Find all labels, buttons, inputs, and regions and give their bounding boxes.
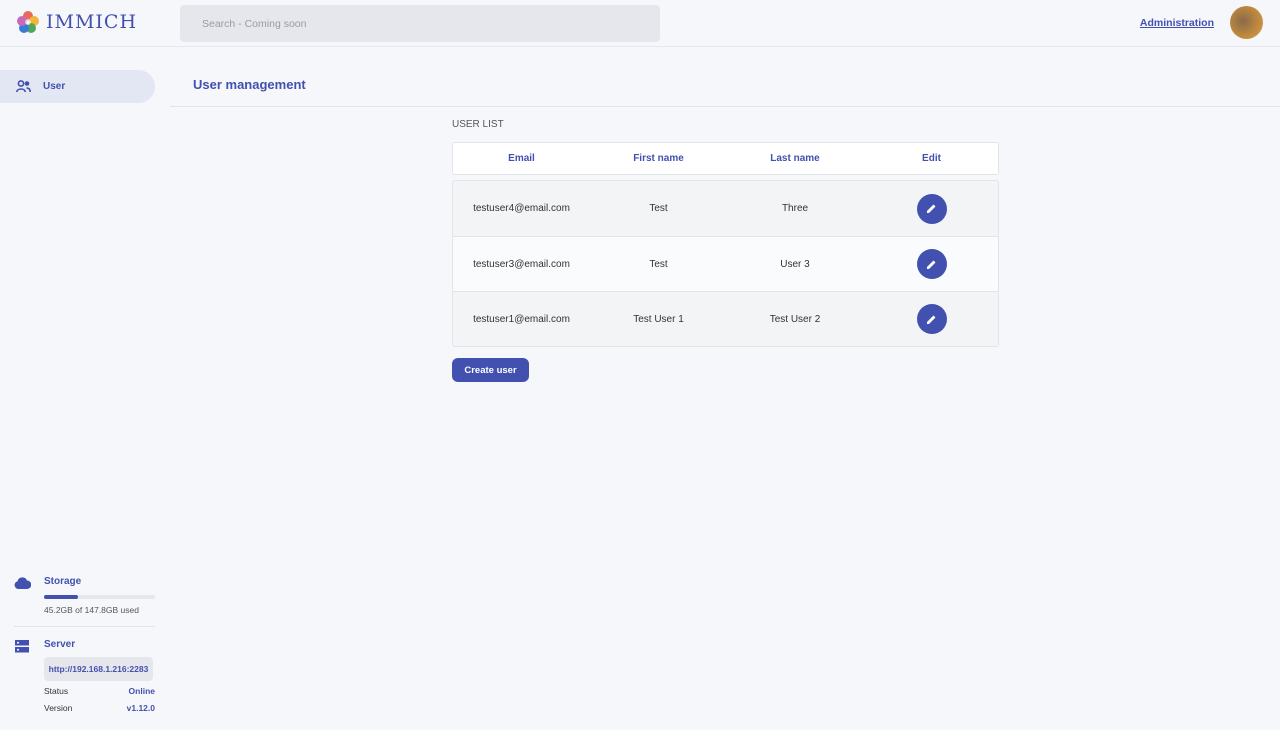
users-icon	[16, 80, 31, 93]
edit-user-button[interactable]	[916, 304, 947, 334]
create-user-button[interactable]: Create user	[452, 358, 529, 382]
table-row: testuser3@email.com Test User 3	[453, 236, 998, 291]
column-header-edit: Edit	[922, 153, 941, 164]
cell-first-name: Test User 1	[633, 313, 684, 325]
version-label: Version	[44, 703, 73, 713]
divider	[170, 106, 1280, 107]
immich-logo-icon	[17, 11, 39, 33]
top-bar: IMMICH Search - Coming soon Administrati…	[0, 0, 1280, 47]
table-header: Email First name Last name Edit	[452, 142, 999, 175]
cell-first-name: Test	[649, 203, 668, 214]
cell-first-name: Test	[649, 258, 668, 270]
storage-title: Storage	[44, 576, 82, 587]
column-header-first-name: First name	[633, 153, 684, 164]
server-url: http://192.168.1.216:2283	[44, 657, 153, 681]
column-header-email: Email	[508, 153, 535, 164]
user-table: Email First name Last name Edit testuser…	[452, 142, 999, 347]
table-row: testuser4@email.com Test Three	[453, 181, 998, 236]
edit-user-button[interactable]	[916, 249, 947, 279]
version-value: v1.12.0	[126, 703, 155, 713]
cloud-icon	[14, 577, 31, 589]
edit-user-button[interactable]	[916, 193, 947, 224]
storage-usage: 45.2GB of 147.8GB used	[44, 605, 139, 615]
server-icon	[15, 640, 29, 653]
section-label: USER LIST	[452, 119, 504, 130]
cell-email: testuser3@email.com	[473, 258, 570, 270]
page-title: User management	[193, 77, 306, 92]
sidebar-item-user[interactable]: User	[0, 70, 155, 103]
pencil-icon	[927, 204, 936, 213]
column-header-last-name: Last name	[770, 153, 820, 164]
app-name: IMMICH	[46, 11, 138, 33]
server-version-row: Version v1.12.0	[44, 703, 155, 713]
server-status-row: Status Online	[44, 686, 155, 696]
cell-email: testuser4@email.com	[473, 203, 570, 214]
cell-email: testuser1@email.com	[473, 313, 570, 325]
status-value: Online	[128, 686, 155, 696]
sidebar-item-label: User	[43, 81, 66, 92]
storage-progress-bar	[44, 595, 155, 599]
administration-link[interactable]: Administration	[1139, 17, 1214, 29]
cell-last-name: Test User 2	[769, 313, 821, 325]
pencil-icon	[927, 315, 936, 324]
status-label: Status	[44, 686, 69, 696]
pencil-icon	[927, 260, 936, 269]
cell-last-name: Three	[781, 203, 809, 214]
divider	[14, 626, 155, 627]
table-row: testuser1@email.com Test User 1 Test Use…	[453, 291, 998, 346]
logo[interactable]: IMMICH	[16, 10, 137, 34]
search-input[interactable]: Search - Coming soon	[180, 5, 660, 42]
cell-last-name: User 3	[780, 258, 810, 270]
avatar[interactable]	[1230, 6, 1263, 39]
server-title: Server	[44, 639, 76, 650]
